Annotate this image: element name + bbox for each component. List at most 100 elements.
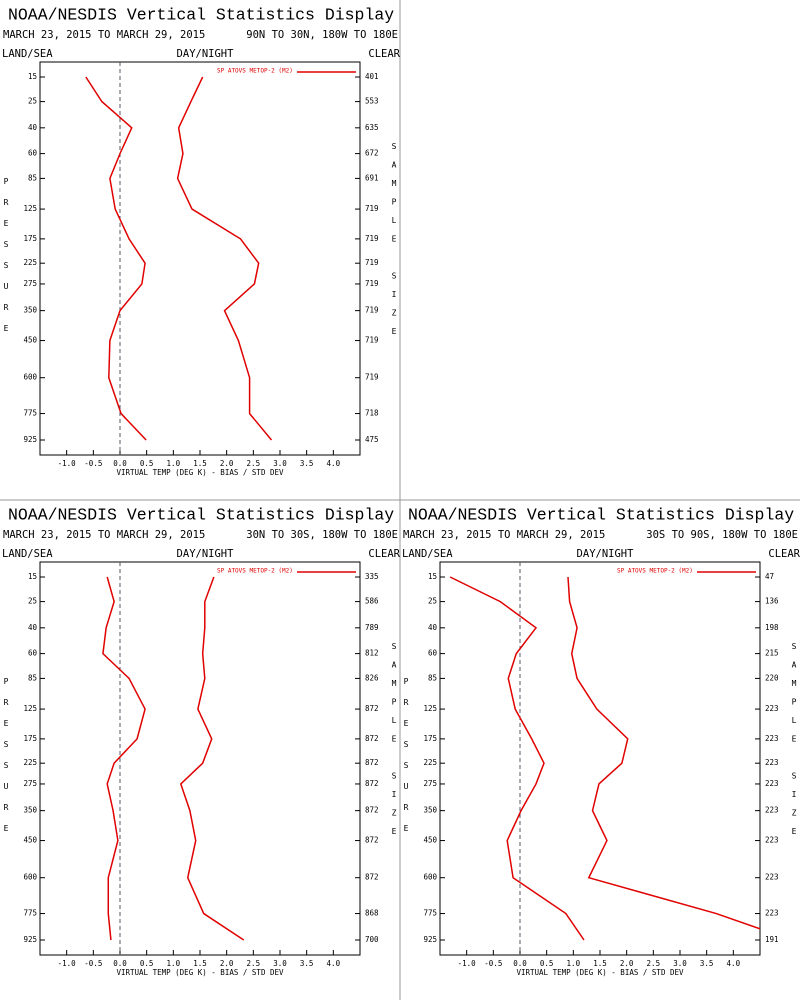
sample-size: 223 (765, 836, 779, 845)
sample-size: 700 (365, 935, 379, 944)
y-tick-label: 775 (423, 909, 437, 918)
sample-size: 223 (765, 704, 779, 713)
x-tick-label: 1.0 (567, 959, 581, 968)
x-tick-label: 3.5 (700, 959, 714, 968)
y-axis-label: PRESSURE (2, 177, 11, 345)
y-tick-label: 15 (428, 572, 437, 581)
subtitle: MARCH 23, 2015 TO MARCH 29, 2015 (403, 529, 605, 541)
y-tick-label: 25 (28, 97, 37, 106)
x-tick-label: 0.5 (140, 959, 154, 968)
sample-size: 136 (765, 597, 779, 606)
sample-size: 872 (365, 836, 379, 845)
panel: NOAA/NESDIS Vertical Statistics Display M… (2, 5, 401, 477)
y2-axis-label: SAMPLE SIZE (390, 142, 399, 346)
y-tick-label: 225 (23, 258, 37, 267)
left-header: LAND/SEA (402, 548, 453, 560)
sample-size: 719 (365, 373, 379, 382)
x-tick-label: 1.5 (193, 959, 207, 968)
y-tick-label: 600 (23, 873, 37, 882)
center-header: DAY/NIGHT (177, 548, 235, 560)
y-tick-label: 350 (423, 806, 437, 815)
sample-size: 872 (365, 758, 379, 767)
sample-size: 475 (365, 435, 379, 444)
data-line (567, 576, 760, 930)
y-tick-label: 925 (23, 935, 37, 944)
sample-size: 223 (765, 806, 779, 815)
x-tick-label: 0.0 (513, 959, 527, 968)
y-tick-label: 175 (23, 734, 37, 743)
left-header: LAND/SEA (2, 548, 53, 560)
y-tick-label: 125 (23, 204, 37, 213)
data-line (85, 76, 147, 441)
x-tick-label: 1.5 (593, 959, 607, 968)
sample-size: 215 (765, 649, 779, 658)
left-header: LAND/SEA (2, 48, 53, 60)
sample-size: 718 (365, 409, 379, 418)
sample-size: 672 (365, 149, 379, 158)
right-header: CLEAR (368, 548, 400, 560)
sample-size: 47 (765, 572, 774, 581)
sample-size: 872 (365, 734, 379, 743)
y-tick-label: 125 (23, 704, 37, 713)
sample-size: 872 (365, 806, 379, 815)
x-axis-label: VIRTUAL TEMP (DEG K) - BIAS / STD DEV (116, 468, 284, 477)
legend-label: SP ATOVS METOP-2 (M2) (217, 68, 293, 75)
right-header: CLEAR (768, 548, 800, 560)
sample-size: 401 (365, 72, 379, 81)
x-tick-label: -1.0 (58, 959, 77, 968)
x-tick-label: 0.0 (113, 459, 127, 468)
y-tick-label: 275 (23, 279, 37, 288)
y-tick-label: 85 (28, 173, 37, 182)
sample-size: 586 (365, 597, 379, 606)
x-tick-label: 3.5 (300, 459, 314, 468)
sample-size: 812 (365, 649, 379, 658)
chart-title: NOAA/NESDIS Vertical Statistics Display (408, 505, 794, 524)
sample-size: 719 (365, 234, 379, 243)
y-tick-label: 775 (23, 409, 37, 418)
y-tick-label: 25 (428, 597, 437, 606)
x-tick-label: 0.0 (113, 959, 127, 968)
x-tick-label: -0.5 (84, 959, 102, 968)
y-tick-label: 275 (23, 779, 37, 788)
sample-size: 719 (365, 204, 379, 213)
y-axis-label: PRESSURE (402, 677, 411, 845)
legend-label: SP ATOVS METOP-2 (M2) (617, 568, 693, 575)
y-tick-label: 40 (28, 623, 38, 632)
sample-size: 719 (365, 336, 379, 345)
sample-size: 872 (365, 704, 379, 713)
x-tick-label: 1.0 (167, 459, 181, 468)
x-tick-label: 0.5 (540, 959, 554, 968)
chart-title: NOAA/NESDIS Vertical Statistics Display (8, 505, 394, 524)
y-axis-label: PRESSURE (2, 677, 11, 845)
sample-size: 223 (765, 779, 779, 788)
y-tick-label: 925 (423, 935, 437, 944)
sample-size: 635 (365, 123, 379, 132)
y-tick-label: 175 (23, 234, 37, 243)
sample-size: 223 (765, 873, 779, 882)
center-header: DAY/NIGHT (177, 48, 235, 60)
y-tick-label: 60 (28, 149, 38, 158)
x-tick-label: 3.0 (273, 959, 287, 968)
sample-size: 553 (365, 97, 379, 106)
x-tick-label: 4.0 (327, 459, 341, 468)
x-tick-label: 2.0 (620, 959, 634, 968)
y-tick-label: 775 (23, 909, 37, 918)
right-header: CLEAR (368, 48, 400, 60)
sample-size: 872 (365, 779, 379, 788)
y-tick-label: 225 (23, 758, 37, 767)
y-tick-label: 125 (423, 704, 437, 713)
chart-title: NOAA/NESDIS Vertical Statistics Display (8, 5, 394, 24)
data-line (102, 576, 146, 941)
region: 30S TO 90S, 180W TO 180E (646, 529, 798, 541)
sample-size: 335 (365, 572, 379, 581)
sample-size: 223 (765, 734, 779, 743)
y-tick-label: 85 (28, 673, 37, 682)
sample-size: 223 (765, 909, 779, 918)
y-tick-label: 350 (23, 306, 37, 315)
x-tick-label: 4.0 (327, 959, 341, 968)
center-header: DAY/NIGHT (577, 548, 635, 560)
x-tick-label: 2.0 (220, 959, 234, 968)
data-line (176, 76, 273, 441)
y-tick-label: 275 (423, 779, 437, 788)
sample-size: 789 (365, 623, 379, 632)
